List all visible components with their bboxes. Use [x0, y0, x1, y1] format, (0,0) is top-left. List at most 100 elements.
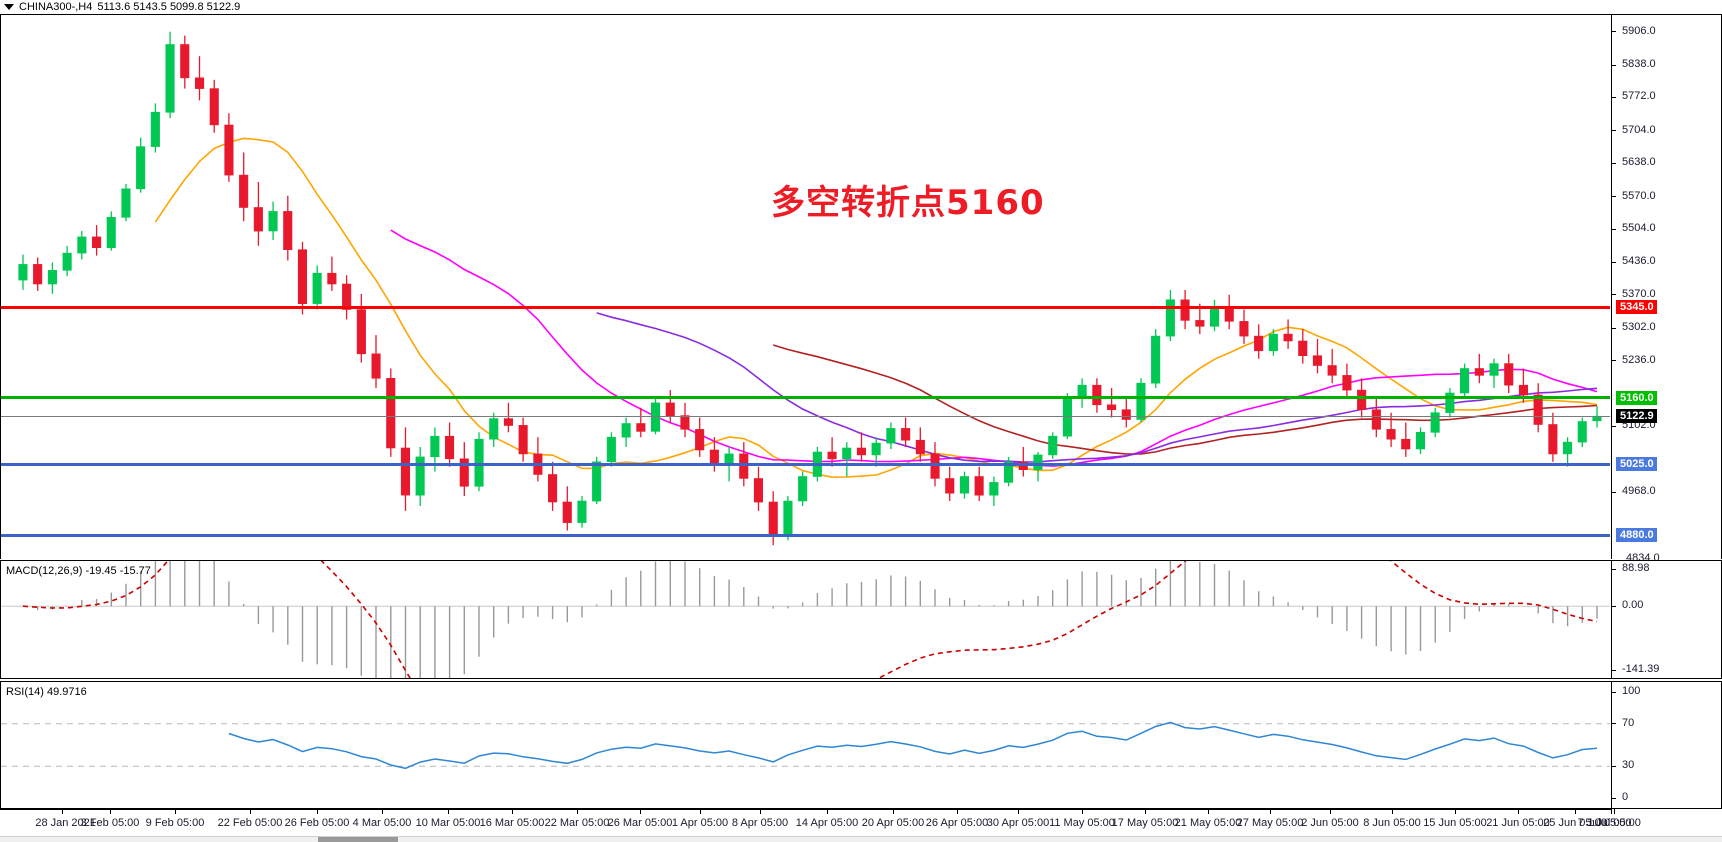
- tick-mark: [317, 809, 318, 814]
- tick-mark: [1612, 130, 1616, 132]
- rsi-axis-label: 0: [1622, 791, 1629, 803]
- candle-body: [974, 476, 984, 496]
- price-axis-label: 5772.0: [1622, 90, 1656, 103]
- candle-body: [1489, 363, 1499, 376]
- price-plot-area[interactable]: 多空转折点5160: [1, 15, 1610, 559]
- tick-mark: [1270, 809, 1271, 814]
- tick-mark: [1612, 605, 1616, 607]
- resistance-price-tag[interactable]: 5345.0: [1616, 300, 1657, 315]
- candle-body: [503, 418, 514, 426]
- tick-mark: [700, 809, 701, 814]
- candle-body: [1048, 435, 1058, 456]
- tick-mark: [577, 809, 578, 814]
- time-axis-label: 8 Jun 05:00: [1363, 817, 1421, 829]
- tick-mark: [893, 809, 894, 814]
- time-axis-label: 17 May 05:00: [1111, 817, 1179, 829]
- price-panel[interactable]: 多空转折点5160 5906.0 5838.0 5772.0 5704.0 5638.0…: [0, 14, 1722, 565]
- tick-mark: [1612, 765, 1616, 767]
- candle-body: [444, 435, 455, 460]
- candle-body: [1018, 461, 1028, 470]
- candle-body: [342, 283, 352, 310]
- macd-axis-label: 0.00: [1622, 599, 1644, 612]
- candle-body: [886, 428, 896, 444]
- macd-axis-label: -141.39: [1622, 663, 1660, 675]
- candle-body: [400, 447, 411, 496]
- macd-panel[interactable]: MACD(12,26,9) -19.45 -15.77 88.98 0.00 -14…: [0, 560, 1722, 679]
- tick-mark: [827, 809, 828, 814]
- macd-axis[interactable]: 88.98 0.00 -141.39: [1611, 561, 1721, 678]
- macd-series: [1, 561, 1610, 678]
- tick-mark: [1612, 691, 1616, 693]
- candle-body: [1298, 340, 1308, 356]
- time-axis-label: 20 Apr 05:00: [861, 817, 925, 829]
- time-axis-label: 16 Mar 05:00: [479, 817, 545, 829]
- candle-body: [77, 236, 87, 254]
- tick-mark: [1612, 327, 1616, 329]
- tick-mark: [1611, 809, 1612, 814]
- time-axis-label: 22 Feb 05:00: [217, 817, 283, 829]
- candle-body: [312, 272, 322, 304]
- lower-support-line[interactable]: [1, 533, 1610, 537]
- support-line[interactable]: [1, 462, 1610, 466]
- candle-body: [959, 476, 970, 494]
- candle-body: [430, 435, 440, 458]
- candle-body: [1342, 375, 1352, 391]
- horizontal-scrollbar[interactable]: [0, 836, 1722, 842]
- last-price-tag[interactable]: 5122.9: [1616, 409, 1657, 424]
- tick-mark: [1614, 809, 1615, 814]
- candle-body: [518, 425, 528, 455]
- candle-body: [1239, 321, 1249, 337]
- candle-body: [1210, 307, 1220, 327]
- rsi-axis[interactable]: 100 70 30 0: [1611, 682, 1721, 808]
- candle-body: [180, 44, 190, 79]
- chart-annotation: 多空转折点5160: [771, 183, 1045, 223]
- candle-body: [842, 447, 852, 460]
- tick-mark: [1455, 809, 1456, 814]
- candle-body: [989, 482, 999, 496]
- last-price-line[interactable]: [1, 415, 1610, 417]
- candle-body: [665, 402, 675, 416]
- tick-mark: [1612, 228, 1616, 230]
- candle-body: [1003, 461, 1014, 483]
- scrollbar-thumb[interactable]: [318, 837, 398, 842]
- candle-body: [121, 188, 131, 218]
- ma-10-line: [154, 137, 1598, 479]
- candle-body: [1107, 404, 1117, 410]
- resistance-line[interactable]: [1, 305, 1610, 309]
- price-axis[interactable]: 5906.0 5838.0 5772.0 5704.0 5638.0 5570.0 5504…: [1611, 15, 1721, 565]
- candle-body: [1312, 355, 1322, 366]
- time-axis-label: 15 Jun 05:00: [1423, 817, 1487, 829]
- candle-body: [92, 236, 102, 248]
- time-axis-label: 22 Mar 05:00: [544, 817, 610, 829]
- candle-body: [621, 423, 631, 438]
- tick-mark: [1612, 96, 1616, 98]
- lower-support-price-tag[interactable]: 4880.0: [1616, 528, 1657, 543]
- rsi-axis-label: 100: [1622, 685, 1641, 697]
- tick-mark: [1145, 809, 1146, 814]
- tick-mark: [1612, 669, 1616, 671]
- time-axis-label: 8 Apr 05:00: [731, 817, 789, 829]
- time-axis-label: 28 Jan 2021: [35, 817, 96, 829]
- support-price-tag[interactable]: 5025.0: [1616, 457, 1657, 472]
- candle-body: [1092, 384, 1102, 406]
- candle-body: [1357, 389, 1367, 411]
- candle-body: [1401, 438, 1411, 450]
- rsi-panel[interactable]: RSI(14) 49.9716 100 70 30 0: [0, 681, 1722, 809]
- candle-body: [195, 77, 205, 89]
- pivot-line[interactable]: [1, 396, 1610, 400]
- pivot-price-tag[interactable]: 5160.0: [1616, 390, 1657, 405]
- candle-body: [945, 478, 955, 494]
- rsi-plot-area[interactable]: RSI(14) 49.9716: [1, 682, 1610, 808]
- candle-body: [901, 428, 911, 441]
- candle-body: [371, 353, 381, 379]
- caret-down-icon[interactable]: [4, 4, 14, 10]
- price-axis-label: 5504.0: [1622, 222, 1656, 235]
- time-axis-label: 14 Apr 05:00: [795, 817, 859, 829]
- time-axis-label: 1 Jul 05:00: [1587, 817, 1641, 829]
- candle-body: [1371, 409, 1381, 430]
- macd-plot-area[interactable]: MACD(12,26,9) -19.45 -15.77: [1, 561, 1610, 678]
- candle-body: [1504, 363, 1514, 386]
- time-axis-label: 27 May 05:00: [1236, 817, 1304, 829]
- tick-mark: [1612, 425, 1616, 427]
